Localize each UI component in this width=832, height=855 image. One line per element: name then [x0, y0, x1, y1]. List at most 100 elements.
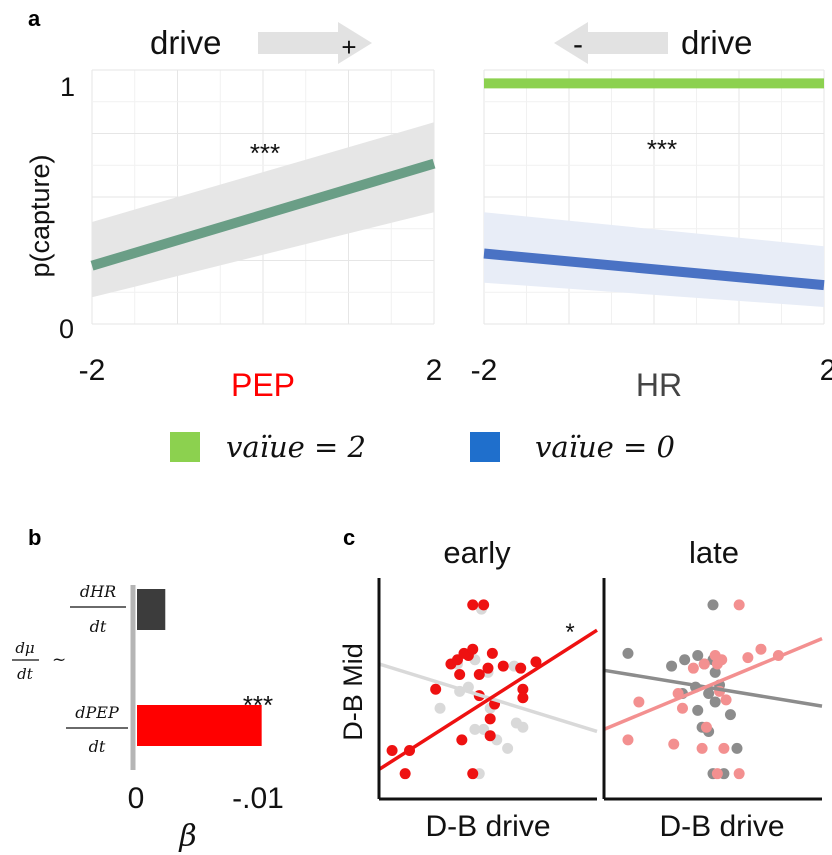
- legend-label-value0: vaïue = 0: [535, 430, 675, 464]
- regression-line: [378, 628, 598, 771]
- scatter-point: [692, 704, 704, 716]
- scatter-point: [430, 683, 442, 695]
- x-tick-right-min: -2: [471, 354, 498, 387]
- scatter-point: [622, 647, 634, 659]
- x-tick-zero: 0: [128, 782, 145, 815]
- x-tick-left-max: 2: [426, 354, 443, 387]
- plot-c-late: [602, 578, 823, 801]
- plot-b: ***: [130, 585, 273, 770]
- x-label-beta: β: [178, 819, 196, 854]
- scatter-point: [478, 599, 490, 611]
- plot-c-early: *: [377, 578, 598, 801]
- dhr-numerator: dHR: [80, 582, 116, 601]
- legend-swatch-value2: [170, 432, 200, 462]
- scatter-point: [692, 650, 704, 662]
- scatter-point: [456, 734, 468, 746]
- legend-swatch-value0: [470, 432, 500, 462]
- dmu-numerator: dμ: [15, 639, 34, 657]
- y-tick-1: 1: [60, 72, 75, 102]
- scatter-point: [733, 599, 745, 611]
- regression-line: [378, 662, 598, 734]
- dmu-denominator: dt: [17, 665, 34, 683]
- scatter-point: [724, 709, 736, 721]
- x-tick-end: -.01: [232, 782, 284, 815]
- scatter-point: [731, 742, 743, 754]
- panel-label-b: b: [28, 525, 41, 550]
- scatter-point: [709, 696, 721, 708]
- scatter-point: [434, 702, 446, 714]
- right-drive-word: drive: [681, 24, 753, 61]
- scatter-point: [454, 669, 466, 681]
- scatter-point: [711, 768, 723, 780]
- scatter-point: [517, 692, 529, 704]
- x-label-late: D-B drive: [659, 810, 784, 843]
- scatter-point: [530, 656, 542, 668]
- scatter-point: [718, 742, 730, 754]
- left-drive-word: drive: [150, 24, 222, 61]
- scatter-point: [484, 713, 496, 725]
- scatter-point: [698, 658, 710, 670]
- regression-line: [603, 668, 823, 708]
- scatter-point: [497, 660, 509, 672]
- plot-a-left: ***: [90, 69, 436, 325]
- scatter-point: [668, 738, 680, 750]
- regression-line: [603, 637, 823, 731]
- scatter-point: [517, 683, 529, 695]
- scatter-point: [709, 666, 721, 678]
- significance-stars: *: [565, 619, 574, 646]
- significance-stars: ***: [647, 134, 677, 164]
- scatter-point: [467, 599, 479, 611]
- x-tick-right-max: 2: [820, 354, 832, 387]
- scatter-point: [711, 658, 723, 670]
- scatter-point: [515, 662, 527, 674]
- right-arrow-icon: [258, 22, 372, 64]
- scatter-point: [486, 647, 498, 659]
- scatter-point: [482, 662, 494, 674]
- x-label-pep: PEP: [231, 367, 295, 403]
- confidence-band: [484, 212, 824, 307]
- left-drive-sign: +: [341, 32, 356, 62]
- scatter-point: [484, 730, 496, 742]
- scatter-point: [502, 742, 514, 754]
- scatter-point: [733, 768, 745, 780]
- scatter-point: [622, 734, 634, 746]
- tilde: ~: [52, 650, 66, 670]
- scatter-point: [679, 654, 691, 666]
- title-late: late: [689, 535, 739, 570]
- bar-dhr: [137, 589, 166, 630]
- scatter-point: [469, 723, 481, 735]
- y-axis-label-c: D-B Mid: [338, 643, 368, 741]
- title-early: early: [443, 535, 511, 570]
- dhr-denominator: dt: [90, 617, 107, 636]
- scatter-point: [696, 742, 708, 754]
- scatter-point: [633, 696, 645, 708]
- scatter-point: [755, 643, 767, 655]
- scatter-point: [720, 694, 732, 706]
- scatter-point: [707, 599, 719, 611]
- x-tick-left-min: -2: [79, 354, 106, 387]
- significance-stars: ***: [243, 690, 273, 720]
- scatter-point: [703, 688, 715, 699]
- scatter-point: [473, 669, 485, 681]
- scatter-point: [399, 768, 411, 780]
- dpep-numerator: dPEP: [75, 703, 119, 722]
- scatter-point: [458, 647, 470, 659]
- scatter-point: [666, 660, 678, 672]
- left-arrow-icon: [554, 22, 668, 64]
- scatter-point: [386, 744, 398, 756]
- panel-label-c: c: [343, 525, 355, 550]
- bar-dpep: [137, 705, 262, 746]
- right-drive-sign: -: [573, 28, 583, 61]
- legend-label-value2: vaïue = 2: [226, 430, 366, 464]
- plot-a-right: ***: [483, 69, 825, 325]
- panel-label-a: a: [28, 6, 41, 31]
- scatter-point: [467, 768, 479, 780]
- significance-stars: ***: [250, 138, 280, 168]
- fit-line: [90, 158, 436, 271]
- scatter-point: [687, 662, 699, 674]
- scatter-point: [700, 721, 712, 733]
- fit-line: [483, 248, 825, 291]
- y-axis-label-a: p(capture): [25, 154, 55, 277]
- dpep-denominator: dt: [89, 737, 106, 756]
